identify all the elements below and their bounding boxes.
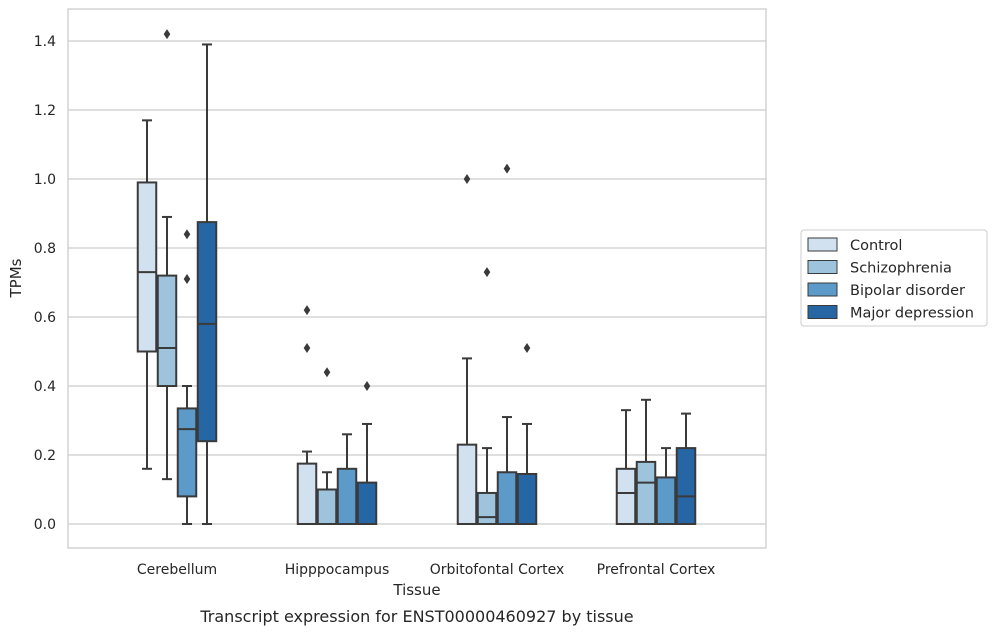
outlier-point — [523, 343, 531, 354]
box-1-3 — [635, 398, 657, 525]
legend-frame — [800, 229, 988, 327]
box-1-1 — [316, 367, 338, 525]
box-2-3 — [655, 447, 677, 525]
outlier-point — [183, 274, 191, 285]
box-iqr — [296, 462, 318, 525]
outlier-point — [363, 381, 371, 391]
legend-swatch — [807, 237, 838, 252]
box-2-0 — [176, 229, 198, 525]
box-3-0 — [196, 43, 218, 525]
box-3-2 — [516, 343, 538, 526]
box-iqr — [176, 407, 198, 498]
y-tick-label: 0.0 — [34, 517, 56, 533]
box-1-2 — [476, 267, 498, 526]
plot-frame — [67, 8, 767, 549]
legend-label: Control — [850, 238, 902, 254]
outlier-point — [323, 367, 331, 378]
box-iqr — [496, 471, 518, 525]
outlier-point — [463, 174, 471, 184]
legend: Control Schizophrenia Bipolar disorder Majo… — [800, 229, 988, 327]
outlier-point — [483, 267, 491, 278]
outlier-point — [303, 343, 311, 354]
box-iqr — [675, 447, 697, 526]
legend-label: Schizophrenia — [850, 261, 952, 277]
y-tick-label: 1.2 — [34, 103, 56, 119]
legend-swatch — [807, 305, 838, 319]
x-axis-ticks: Cerebellum Hipppocampus Orbitofontal Corte… — [137, 562, 715, 578]
y-tick-label: 0.8 — [34, 241, 56, 257]
box-2-1 — [336, 433, 358, 525]
y-axis-ticks: 0.0 0.2 0.4 0.6 0.8 1.0 1.2 1.4 — [34, 34, 56, 533]
box-iqr — [356, 481, 378, 526]
box-iqr — [136, 181, 158, 353]
outlier-point — [163, 29, 171, 40]
y-axis-label: TPMs — [7, 258, 25, 298]
y-tick-label: 0.4 — [34, 379, 56, 395]
y-tick-label: 1.0 — [34, 172, 56, 188]
legend-swatch — [807, 260, 838, 274]
outlier-point — [503, 163, 511, 174]
outlier-point — [303, 305, 311, 316]
box-iqr — [336, 467, 358, 525]
x-tick-label: Hipppocampus — [285, 562, 390, 578]
x-tick-label: Orbitofontal Cortex — [430, 562, 565, 578]
figure-caption: Transcript expression for ENST0000046092… — [199, 607, 633, 626]
legend-swatch — [807, 282, 838, 297]
box-groups — [136, 29, 697, 526]
y-tick-label: 1.4 — [34, 34, 56, 50]
box-iqr — [476, 491, 498, 526]
box-iqr — [516, 472, 538, 526]
box-iqr — [456, 443, 478, 525]
y-tick-label: 0.6 — [34, 310, 56, 326]
box-0-0 — [136, 119, 158, 470]
x-tick-label: Cerebellum — [137, 562, 217, 578]
box-0-1 — [296, 305, 318, 525]
box-iqr — [196, 221, 218, 443]
box-2-2 — [496, 163, 518, 525]
y-tick-label: 0.2 — [34, 448, 56, 464]
x-tick-label: Prefrontal Cortex — [597, 562, 716, 578]
outlier-point — [183, 229, 191, 240]
box-iqr — [316, 488, 338, 525]
box-iqr — [655, 476, 677, 525]
legend-label: Major depression — [850, 306, 974, 322]
box-1-0 — [156, 29, 178, 481]
legend-label: Bipolar disorder — [850, 283, 965, 299]
box-3-3 — [675, 412, 697, 526]
box-iqr — [615, 467, 637, 525]
x-axis-label: Tissue — [392, 581, 440, 599]
box-0-2 — [456, 174, 478, 525]
box-3-1 — [356, 381, 378, 526]
box-iqr — [156, 274, 178, 388]
box-iqr — [635, 460, 657, 525]
box-0-3 — [615, 409, 637, 525]
